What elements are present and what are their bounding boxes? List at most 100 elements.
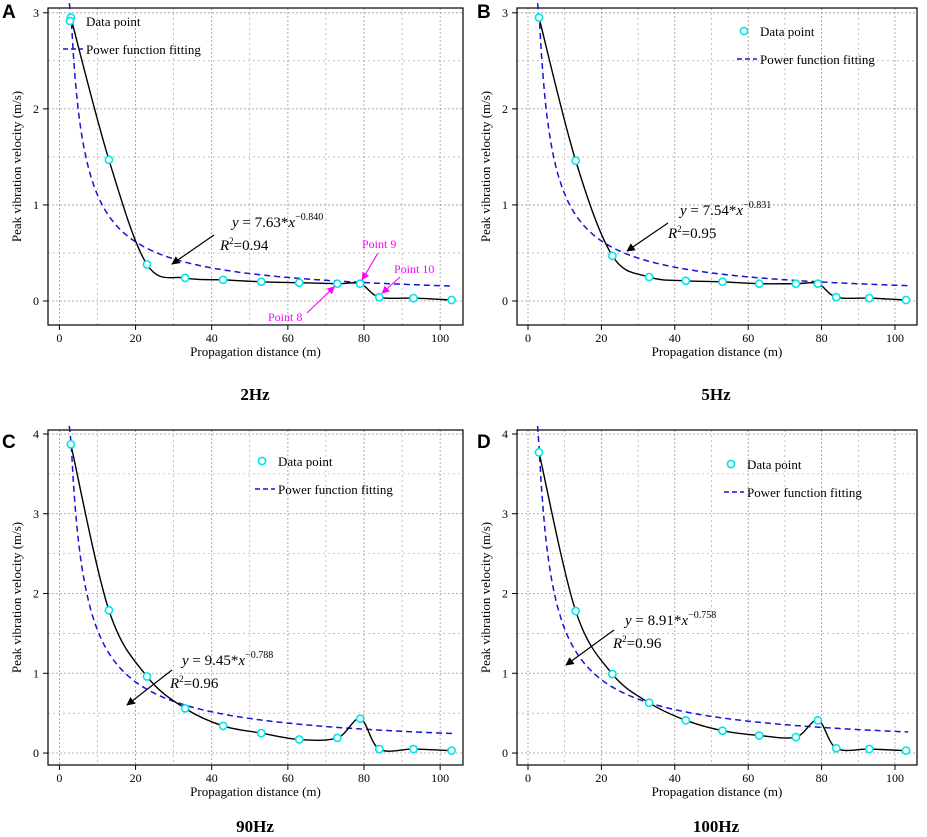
fit-curve bbox=[536, 425, 909, 733]
legend-point-label: Data point bbox=[747, 457, 802, 472]
eq-coef: 8.91 bbox=[648, 613, 674, 629]
point-annotations: Point 8 Point 9 Point 10 bbox=[268, 237, 434, 324]
eq-coef: 7.63 bbox=[255, 215, 281, 231]
r2-value: =0.95 bbox=[682, 226, 717, 242]
x-tick-label: 20 bbox=[130, 771, 142, 785]
panel-letter: A bbox=[2, 2, 16, 23]
data-curve bbox=[70, 444, 452, 752]
panel-caption: 100Hz bbox=[693, 817, 740, 836]
data-point bbox=[791, 279, 801, 289]
r2-r: R bbox=[219, 238, 229, 254]
r2-sup: 2 bbox=[179, 674, 184, 684]
r2-value: =0.96 bbox=[184, 676, 219, 692]
x-tick-label: 100 bbox=[431, 331, 449, 345]
r2-r: R bbox=[169, 676, 179, 692]
data-point bbox=[142, 672, 152, 681]
annotation-arrow-10 bbox=[381, 276, 401, 294]
y-tick-label: 0 bbox=[502, 746, 508, 760]
eq-coef: 9.45 bbox=[205, 653, 231, 669]
y-tick-label: 1 bbox=[33, 666, 39, 680]
data-point bbox=[256, 728, 266, 738]
data-point bbox=[294, 735, 304, 744]
data-point bbox=[901, 295, 911, 305]
data-point bbox=[608, 669, 617, 679]
data-point bbox=[864, 744, 874, 754]
r2-sup: 2 bbox=[622, 634, 627, 644]
data-point bbox=[644, 698, 654, 708]
eq-star: * bbox=[281, 215, 289, 231]
x-tick-label: 0 bbox=[56, 771, 62, 785]
data-point bbox=[831, 743, 841, 753]
r-squared: R2=0.94 bbox=[219, 236, 269, 254]
x-axis-label: Propagation distance (m) bbox=[652, 344, 783, 359]
y-tick-label: 0 bbox=[33, 746, 39, 760]
r2-value: =0.96 bbox=[627, 636, 662, 652]
plot-frame bbox=[516, 7, 918, 326]
data-point bbox=[813, 715, 823, 725]
data-point bbox=[901, 746, 911, 756]
eq-coef: 7.54 bbox=[703, 203, 730, 219]
panel-c: 0 20 40 60 80 100 0 1 2 3 4 Propagation distance (m… bbox=[2, 425, 464, 836]
fit-equation: y = 7.63*x−0.840 bbox=[230, 212, 323, 231]
r2-sup: 2 bbox=[229, 236, 234, 246]
y-axis-label: Peak vibration velocity (m/s) bbox=[478, 91, 493, 242]
data-point bbox=[534, 447, 544, 457]
eq-x: x bbox=[680, 613, 688, 629]
data-point bbox=[608, 251, 617, 261]
x-tick-label: 40 bbox=[669, 331, 681, 345]
data-point bbox=[644, 272, 654, 282]
data-point bbox=[831, 292, 841, 302]
x-tick-label: 20 bbox=[130, 331, 142, 345]
eq-x: x bbox=[287, 215, 295, 231]
legend-point-marker bbox=[739, 26, 749, 36]
data-point bbox=[718, 726, 727, 736]
legend: Data point Power function fitting bbox=[724, 457, 862, 500]
r2-value: =0.94 bbox=[234, 238, 269, 254]
y-tick-label: 3 bbox=[33, 6, 39, 20]
r-squared: R2=0.95 bbox=[667, 224, 716, 242]
annotation-point-10: Point 10 bbox=[394, 262, 434, 276]
y-tick-label: 3 bbox=[502, 507, 508, 521]
y-tick-label: 1 bbox=[502, 666, 508, 680]
annotation-point-9: Point 9 bbox=[362, 237, 396, 251]
annotation-arrow-8 bbox=[306, 286, 335, 314]
r2-sup: 2 bbox=[677, 224, 682, 234]
x-tick-label: 40 bbox=[206, 771, 218, 785]
data-point bbox=[447, 746, 456, 756]
legend-point-label: Data point bbox=[760, 24, 815, 39]
x-tick-label: 60 bbox=[282, 331, 294, 345]
data-point bbox=[754, 279, 764, 289]
legend-fit-label: Power function fitting bbox=[760, 52, 875, 67]
grid bbox=[48, 430, 463, 765]
eq-y: y bbox=[230, 215, 239, 231]
x-tick-label: 40 bbox=[669, 771, 681, 785]
data-point bbox=[864, 293, 874, 303]
data-point bbox=[355, 714, 365, 724]
data-point bbox=[409, 744, 418, 754]
data-point bbox=[681, 276, 691, 286]
fit-curve bbox=[68, 3, 454, 287]
x-axis-label: Propagation distance (m) bbox=[190, 344, 321, 359]
data-point bbox=[332, 733, 342, 743]
data-point bbox=[571, 156, 581, 166]
panel-b: 0 20 40 60 80 100 0 1 2 3 Propagation distance (m)… bbox=[477, 2, 918, 404]
data-point bbox=[256, 277, 266, 287]
data-point bbox=[355, 279, 365, 289]
x-tick-label: 80 bbox=[816, 771, 828, 785]
eq-eq: = bbox=[189, 653, 205, 669]
x-tick-label: 100 bbox=[886, 331, 904, 345]
plot-frame bbox=[516, 429, 918, 766]
equation-arrow bbox=[171, 234, 215, 265]
eq-x: x bbox=[237, 653, 245, 669]
y-tick-label: 4 bbox=[33, 427, 39, 441]
x-tick-label: 100 bbox=[886, 771, 904, 785]
data-point bbox=[813, 279, 823, 289]
x-tick-label: 0 bbox=[525, 331, 531, 345]
x-tick-label: 80 bbox=[358, 771, 370, 785]
data-point bbox=[180, 703, 190, 713]
data-point bbox=[681, 715, 691, 725]
fit-curve bbox=[68, 425, 454, 735]
legend-fit-label: Power function fitting bbox=[86, 42, 201, 57]
y-tick-label: 0 bbox=[502, 294, 508, 308]
x-tick-label: 60 bbox=[282, 771, 294, 785]
